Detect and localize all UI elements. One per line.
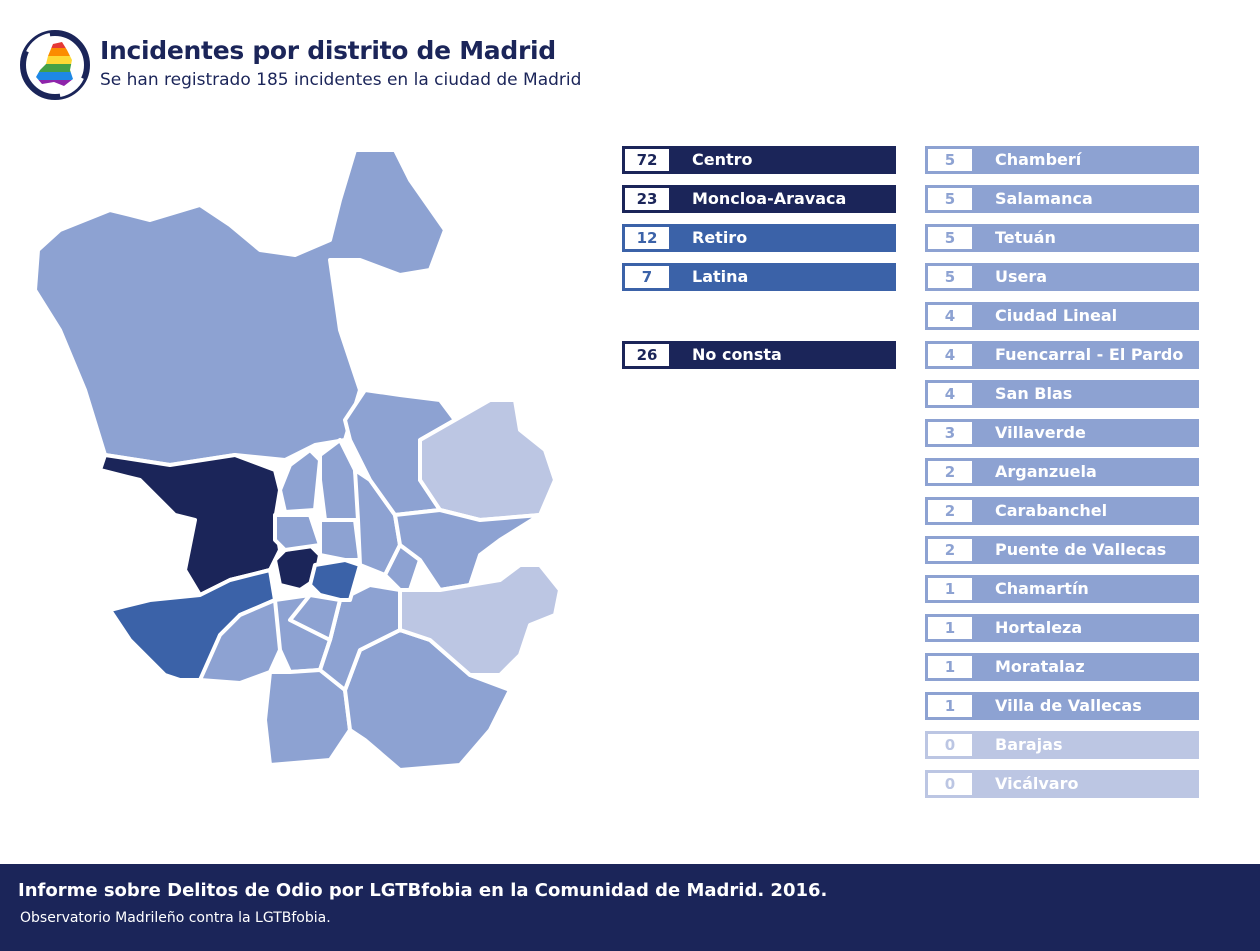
bar-chamartin: 1 Chamartín — [925, 575, 1199, 603]
bar-label: Barajas — [995, 735, 1063, 754]
bar-retiro: 12 Retiro — [622, 224, 896, 252]
bar-value: 2 — [928, 539, 972, 561]
district-retiro — [308, 558, 362, 602]
bar-label: Chamartín — [995, 579, 1089, 598]
bar-label: Villaverde — [995, 423, 1086, 442]
footer-org: Observatorio Madrileño contra la LGTBfob… — [20, 910, 331, 926]
bar-label: Fuencarral - El Pardo — [995, 345, 1184, 364]
bar-chamberi: 5 Chamberí — [925, 146, 1199, 174]
footer-title: Informe sobre Delitos de Odio por LGTBfo… — [18, 880, 828, 901]
bar-usera: 5 Usera — [925, 263, 1199, 291]
bar-value: 1 — [928, 695, 972, 717]
bar-label: Puente de Vallecas — [995, 540, 1167, 559]
bar-salamanca: 5 Salamanca — [925, 185, 1199, 213]
bar-no-consta: 26 No consta — [622, 341, 896, 369]
bar-label: Hortaleza — [995, 618, 1083, 637]
bar-tetuan: 5 Tetuán — [925, 224, 1199, 252]
bar-carabanchel: 2 Carabanchel — [925, 497, 1199, 525]
bar-value: 5 — [928, 266, 972, 288]
bar-moratalaz: 1 Moratalaz — [925, 653, 1199, 681]
bar-label: Chamberí — [995, 150, 1082, 169]
bar-value: 4 — [928, 383, 972, 405]
bar-moncloa-aravaca: 23 Moncloa-Aravaca — [622, 185, 896, 213]
bar-value: 2 — [928, 461, 972, 483]
bar-value: 72 — [625, 149, 669, 171]
bar-value: 5 — [928, 149, 972, 171]
bar-value: 5 — [928, 188, 972, 210]
bar-value: 1 — [928, 578, 972, 600]
bar-label: Moratalaz — [995, 657, 1085, 676]
footer: Informe sobre Delitos de Odio por LGTBfo… — [0, 864, 1260, 951]
district-moratalaz — [383, 543, 422, 592]
bar-label: Salamanca — [995, 189, 1093, 208]
bar-san-blas: 4 San Blas — [925, 380, 1199, 408]
bar-value: 0 — [928, 773, 972, 795]
bar-latina: 7 Latina — [622, 263, 896, 291]
bar-label: No consta — [692, 345, 782, 364]
bar-value: 4 — [928, 305, 972, 327]
bar-value: 1 — [928, 656, 972, 678]
bar-centro: 72 Centro — [622, 146, 896, 174]
bar-label: Tetuán — [995, 228, 1056, 247]
bar-label: Arganzuela — [995, 462, 1097, 481]
district-san-blas — [393, 508, 542, 592]
bar-ciudad-lineal: 4 Ciudad Lineal — [925, 302, 1199, 330]
page-title: Incidentes por distrito de Madrid — [100, 36, 556, 65]
bar-label: Centro — [692, 150, 753, 169]
district-chamberi — [273, 513, 322, 552]
bar-puente-de-vallecas: 2 Puente de Vallecas — [925, 536, 1199, 564]
bar-label: Villa de Vallecas — [995, 696, 1142, 715]
page-subtitle: Se han registrado 185 incidentes en la c… — [100, 70, 582, 90]
bar-label: Retiro — [692, 228, 748, 247]
madrid-district-map — [33, 148, 562, 772]
bar-value: 5 — [928, 227, 972, 249]
bar-value: 0 — [928, 734, 972, 756]
bar-barajas: 0 Barajas — [925, 731, 1199, 759]
bar-villa-de-vallecas: 1 Villa de Vallecas — [925, 692, 1199, 720]
bar-label: Moncloa-Aravaca — [692, 189, 847, 208]
logo-icon — [20, 30, 90, 100]
district-salamanca — [318, 518, 362, 562]
bar-value: 12 — [625, 227, 669, 249]
bar-label: San Blas — [995, 384, 1073, 403]
header: Incidentes por distrito de Madrid Se han… — [20, 30, 720, 102]
bar-label: Carabanchel — [995, 501, 1108, 520]
bar-fuencarral-el-pardo: 4 Fuencarral - El Pardo — [925, 341, 1199, 369]
bar-value: 7 — [625, 266, 669, 288]
bar-label: Latina — [692, 267, 749, 286]
bar-label: Usera — [995, 267, 1048, 286]
district-vicalvaro — [398, 563, 562, 677]
bar-villaverde: 3 Villaverde — [925, 419, 1199, 447]
bar-value: 23 — [625, 188, 669, 210]
bar-value: 2 — [928, 500, 972, 522]
district-barajas — [418, 398, 557, 522]
bar-label: Vicálvaro — [995, 774, 1079, 793]
bar-hortaleza: 1 Hortaleza — [925, 614, 1199, 642]
bar-vicalvaro: 0 Vicálvaro — [925, 770, 1199, 798]
bar-value: 26 — [625, 344, 669, 366]
bar-arganzuela: 2 Arganzuela — [925, 458, 1199, 486]
bar-value: 1 — [928, 617, 972, 639]
bar-label: Ciudad Lineal — [995, 306, 1118, 325]
bar-value: 3 — [928, 422, 972, 444]
bar-value: 4 — [928, 344, 972, 366]
